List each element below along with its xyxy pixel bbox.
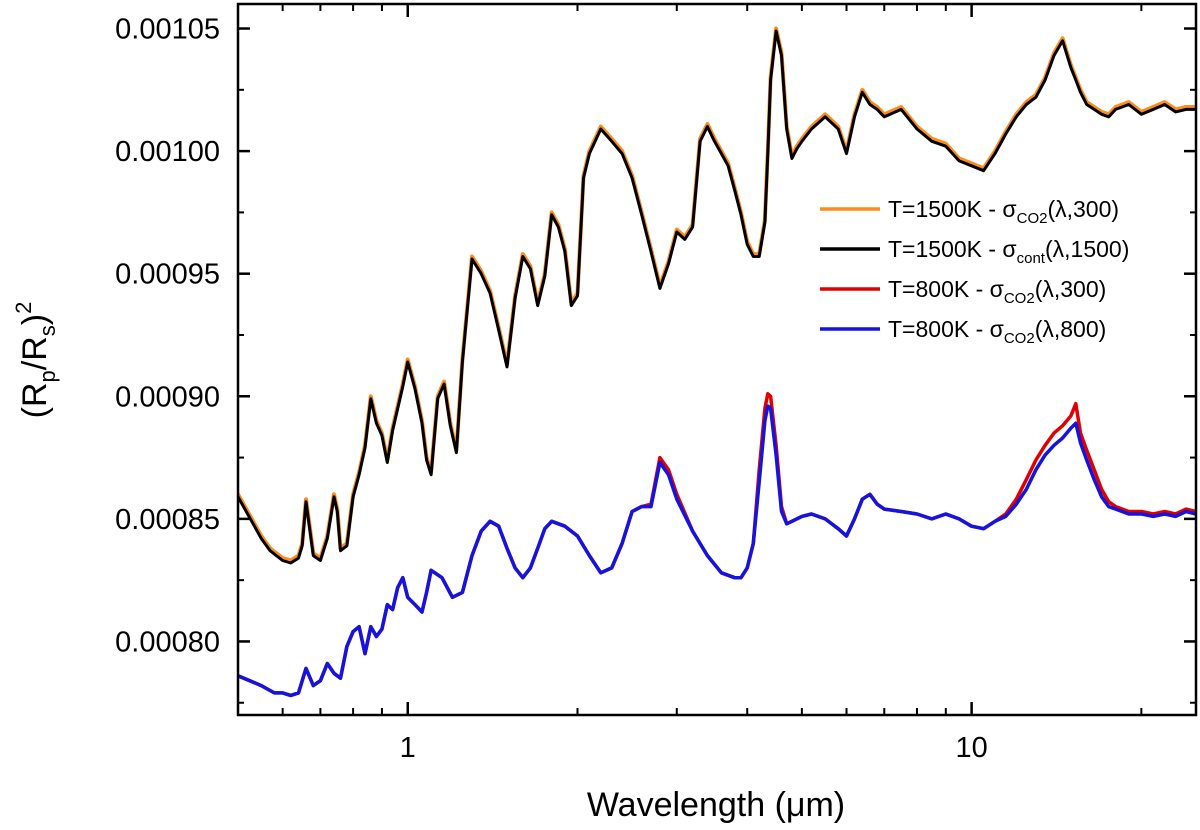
legend-label-main: T=800K - σ [888, 316, 1004, 342]
x-axis-title: Wavelength (μm) [587, 786, 845, 824]
legend-label-args: (λ,300) [1035, 276, 1107, 302]
legend-label: T=1500K - σcont(λ,1500) [888, 236, 1129, 267]
y-axis-title-mid: /R [16, 336, 54, 370]
y-tick-label: 0.00085 [115, 504, 220, 536]
legend: T=1500K - σCO2(λ,300)T=1500K - σcont(λ,1… [820, 196, 1129, 347]
y-axis-title-sub-s: s [35, 325, 60, 336]
y-axis-title-sub-p: p [35, 370, 60, 382]
legend-label-sub: CO2 [1004, 290, 1035, 307]
legend-label-args: (λ,300) [1047, 196, 1119, 222]
legend-label-sub: CO2 [1004, 330, 1035, 347]
y-axis-title-sup: 2 [11, 302, 36, 314]
y-tick-label: 0.00105 [115, 14, 220, 46]
legend-label-args: (λ,800) [1035, 316, 1107, 342]
legend-label: T=1500K - σCO2(λ,300) [888, 196, 1119, 227]
legend-label: T=800K - σCO2(λ,800) [888, 316, 1106, 347]
legend-label-main: T=1500K - σ [888, 196, 1017, 222]
legend-label-sub: cont [1017, 250, 1046, 267]
series-line-2 [238, 29, 1196, 565]
legend-label-main: T=1500K - σ [888, 236, 1017, 262]
legend-label: T=800K - σCO2(λ,300) [888, 276, 1106, 307]
x-tick-label: 1 [400, 732, 416, 764]
y-tick-label: 0.00095 [115, 259, 220, 291]
axes-layer: 0.00080 0.00085 0.00090 0.00095 0.00100 0.001… [115, 4, 1196, 764]
legend-label-args: (λ,1500) [1045, 236, 1129, 262]
series-line-4 [238, 404, 1196, 698]
series-layer [238, 26, 1196, 698]
y-tick-label: 0.00100 [115, 136, 220, 168]
y-tick-label: 0.00080 [115, 626, 220, 658]
x-tick-label: 10 [955, 732, 987, 764]
legend-label-main: T=800K - σ [888, 276, 1004, 302]
plot-frame [236, 2, 1198, 717]
y-axis-title-close: ) [16, 314, 54, 325]
y-axis-title: (Rp/Rs)2 [11, 302, 60, 419]
legend-label-sub: CO2 [1017, 210, 1048, 227]
y-tick-label: 0.00090 [115, 381, 220, 413]
y-axis-title-open: (R [16, 382, 54, 418]
